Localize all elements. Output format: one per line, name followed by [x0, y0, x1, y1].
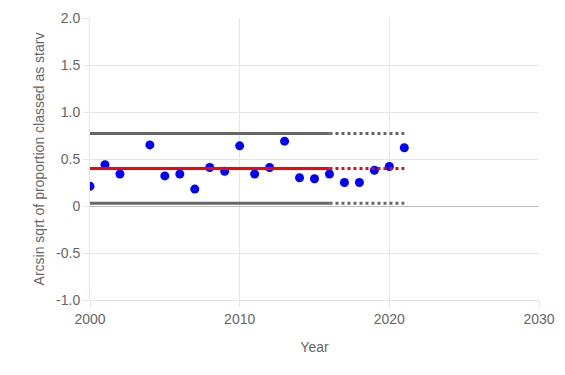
svg-text:0: 0 — [72, 198, 80, 214]
svg-text:1.5: 1.5 — [61, 57, 81, 73]
svg-text:Year: Year — [300, 339, 329, 355]
svg-text:0.5: 0.5 — [61, 151, 81, 167]
svg-text:2010: 2010 — [224, 311, 255, 327]
svg-text:1.0: 1.0 — [61, 104, 81, 120]
svg-text:2.0: 2.0 — [61, 10, 81, 26]
svg-text:2000: 2000 — [74, 311, 105, 327]
svg-text:-0.5: -0.5 — [56, 245, 80, 261]
svg-text:-1.0: -1.0 — [56, 292, 80, 308]
svg-text:Arcsin sqrt of proportion clas: Arcsin sqrt of proportion classed as sta… — [31, 33, 47, 286]
svg-text:2020: 2020 — [374, 311, 405, 327]
svg-text:2030: 2030 — [523, 311, 554, 327]
